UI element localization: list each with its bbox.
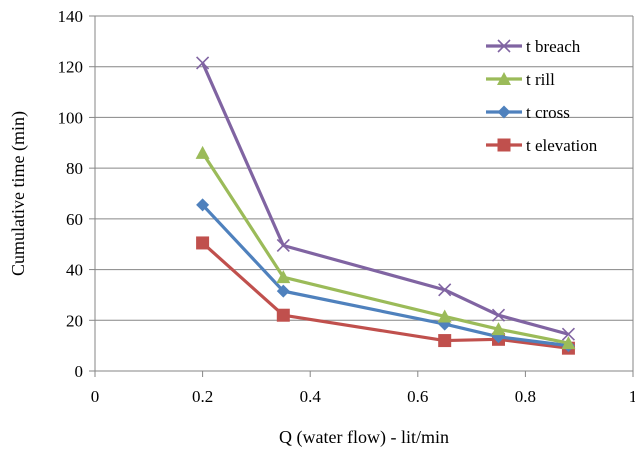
y-axis-title: Cumulative time (min) xyxy=(8,111,29,276)
marker-stroke xyxy=(196,56,210,70)
x-tick-label: 1 xyxy=(629,387,635,406)
grid-lines xyxy=(95,15,633,321)
legend-label: t elevation xyxy=(526,136,598,155)
data-point-t-breach xyxy=(491,308,506,322)
data-point-t-cross xyxy=(276,284,290,298)
y-tick-label: 20 xyxy=(66,311,83,330)
legend: t breach t rill t cross t elevation xyxy=(486,37,598,155)
data-point-t-rill xyxy=(491,322,506,336)
axes xyxy=(89,15,634,377)
x-tick-label: 0.8 xyxy=(515,387,536,406)
x-axis-title: Q (water flow) - lit/min xyxy=(279,427,449,448)
series-t-breach xyxy=(196,56,576,341)
data-point-t-rill xyxy=(437,309,452,323)
data-point-t-breach xyxy=(438,283,452,297)
series-group xyxy=(195,56,576,355)
y-tick-label: 120 xyxy=(58,58,84,77)
series-line-t-rill xyxy=(201,152,569,345)
marker-stroke xyxy=(497,39,511,53)
x-tick-label: 0.4 xyxy=(300,387,322,406)
legend-marker xyxy=(497,72,511,85)
legend-marker xyxy=(497,105,511,119)
legend-label: t cross xyxy=(526,103,570,122)
data-point-t-elevation xyxy=(438,334,452,348)
x-tick-label: 0.6 xyxy=(407,387,428,406)
data-point-t-rill xyxy=(195,145,210,159)
legend-label: t rill xyxy=(526,70,555,89)
data-point-t-elevation xyxy=(276,308,290,322)
x-tick-label: 0.2 xyxy=(192,387,213,406)
legend-item-t-elevation: t elevation xyxy=(486,136,598,155)
y-tick-label: 80 xyxy=(66,159,83,178)
y-tick-label: 60 xyxy=(66,210,83,229)
data-point-t-rill xyxy=(561,336,576,350)
marker-stroke xyxy=(561,327,576,341)
x-tick-labels: 0 0.2 0.4 0.6 0.8 1 xyxy=(91,387,635,406)
data-point-t-breach xyxy=(196,56,210,70)
legend-label: t breach xyxy=(526,37,581,56)
marker-stroke xyxy=(491,308,506,322)
marker-stroke xyxy=(438,283,452,297)
marker-stroke xyxy=(276,238,290,253)
legend-marker xyxy=(497,39,511,53)
legend-item-t-cross: t cross xyxy=(486,103,570,122)
data-point-t-breach xyxy=(276,238,290,253)
y-tick-label: 0 xyxy=(75,362,84,381)
legend-marker xyxy=(497,138,511,152)
legend-item-t-breach: t breach xyxy=(486,37,581,56)
series-t-cross xyxy=(196,198,575,353)
y-tick-label: 140 xyxy=(58,7,84,26)
data-point-t-breach xyxy=(561,327,576,341)
legend-item-t-rill: t rill xyxy=(486,70,555,89)
x-tick-label: 0 xyxy=(91,387,100,406)
y-tick-labels: 0 20 40 60 80 100 120 140 xyxy=(58,7,84,381)
series-t-rill xyxy=(195,145,576,350)
series-line-t-cross xyxy=(201,203,569,348)
y-tick-label: 40 xyxy=(66,261,83,280)
data-point-t-cross xyxy=(196,198,210,212)
y-tick-label: 100 xyxy=(58,108,84,127)
data-point-t-rill xyxy=(276,270,291,284)
data-point-t-elevation xyxy=(196,236,210,250)
series-t-elevation xyxy=(196,236,575,355)
